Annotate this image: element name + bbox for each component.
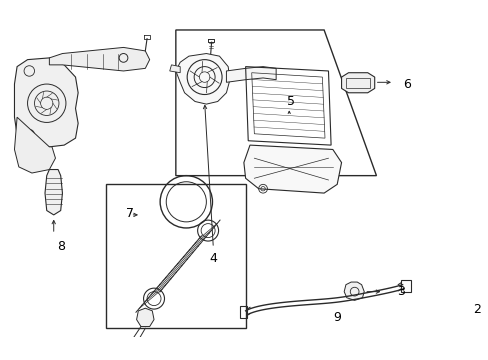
Text: 6: 6 bbox=[402, 77, 410, 91]
Polygon shape bbox=[344, 282, 364, 300]
Text: 7: 7 bbox=[126, 207, 134, 220]
Polygon shape bbox=[15, 117, 55, 173]
Polygon shape bbox=[244, 145, 341, 193]
Polygon shape bbox=[176, 54, 229, 104]
Polygon shape bbox=[49, 48, 149, 71]
Text: 8: 8 bbox=[57, 240, 64, 253]
Polygon shape bbox=[136, 308, 154, 327]
Polygon shape bbox=[45, 170, 62, 215]
Text: 4: 4 bbox=[209, 252, 217, 265]
Text: 3: 3 bbox=[396, 285, 404, 298]
Text: 9: 9 bbox=[333, 311, 341, 324]
Polygon shape bbox=[169, 65, 180, 73]
Text: 2: 2 bbox=[472, 303, 480, 316]
Polygon shape bbox=[341, 73, 374, 93]
Polygon shape bbox=[226, 67, 276, 82]
Polygon shape bbox=[15, 58, 78, 147]
Text: 5: 5 bbox=[286, 95, 294, 108]
